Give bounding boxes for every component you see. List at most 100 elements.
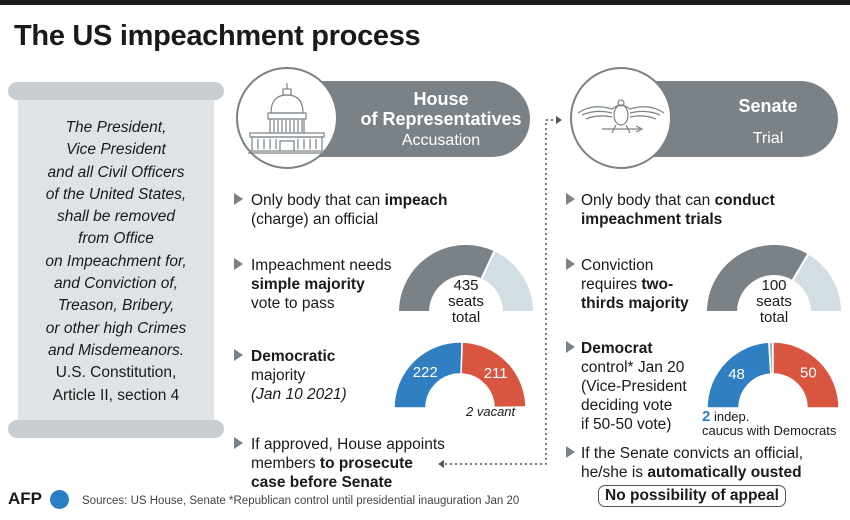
text-bold: conduct xyxy=(714,192,775,209)
senate-twothirds-segment xyxy=(704,243,810,312)
text: Conviction xyxy=(581,257,654,274)
eagle-icon xyxy=(577,99,665,134)
house-subtitle: Accusation xyxy=(401,132,481,149)
senate-republican-segment-label: 50 xyxy=(800,365,817,382)
quote-line: The President, xyxy=(65,119,167,136)
capitol-badge xyxy=(236,67,338,169)
quote-line: from Office xyxy=(78,230,154,248)
text: If the Senate convicts an official, xyxy=(581,445,804,462)
constitution-quote: The President, Vice President and all Ci… xyxy=(18,117,214,407)
text-bold: automatically ousted xyxy=(647,464,802,481)
page-title: The US impeachment process xyxy=(14,20,421,52)
senate-bullet-democrat: Democrat control* Jan 20 (Vice-President… xyxy=(581,339,687,434)
text-bold: impeach xyxy=(384,192,448,209)
bullet-icon xyxy=(566,193,575,205)
indep-text: indep. xyxy=(710,409,750,424)
text: vote to pass xyxy=(251,295,335,312)
top-bar xyxy=(0,0,850,5)
text: members xyxy=(251,455,320,472)
gauge-unit: seats xyxy=(756,293,792,310)
text-bold: case before Senate xyxy=(251,474,393,491)
quote-source: U.S. Constitution, xyxy=(55,364,177,382)
bullet-icon xyxy=(234,193,243,205)
text-italic: (Jan 10 2021) xyxy=(251,386,347,403)
senate-bullet-ousted: If the Senate convicts an official, he/s… xyxy=(581,444,803,482)
text-bold: Democratic xyxy=(251,348,336,365)
gauge-number: 435 xyxy=(453,277,479,294)
house-title-line2: of Representatives xyxy=(360,109,522,129)
afp-logo: AFP xyxy=(8,489,42,508)
quote-line: and all Civil Officers xyxy=(47,163,185,181)
bullet-icon xyxy=(234,437,243,449)
text-bold: two- xyxy=(641,276,674,293)
text: Impeachment needs xyxy=(251,257,392,274)
house-remainder-segment xyxy=(479,249,536,312)
text-bold: simple majority xyxy=(251,276,365,293)
constitution-scroll xyxy=(18,92,214,430)
text-bold: Democrat xyxy=(581,340,653,357)
bullet-icon xyxy=(566,258,575,270)
quote-line: Treason, Bribery, xyxy=(57,297,175,315)
house-vacant-segment xyxy=(493,406,527,408)
gauge-number: 100 xyxy=(761,277,787,294)
quote-line: and Misdemeanors. xyxy=(47,341,185,359)
house-bullet-majority: Impeachment needs simple majority vote t… xyxy=(251,256,391,313)
quote-source: Article II, section 4 xyxy=(52,386,180,404)
text: If approved, House appoints xyxy=(251,436,445,453)
text: control* Jan 20 xyxy=(581,359,685,376)
senate-subtitle: Trial xyxy=(752,130,784,147)
text: Only body that can xyxy=(581,192,715,209)
gauge-unit: total xyxy=(759,309,789,326)
quote-line: on Impeachment for, xyxy=(45,252,187,270)
quote-line: and Conviction of, xyxy=(53,275,179,293)
independent-caucus-note: caucus with Democrats xyxy=(702,423,837,438)
capitol-icon xyxy=(248,83,326,154)
gauge-unit: total xyxy=(451,309,481,326)
scroll-bottom-roll xyxy=(8,420,224,438)
senate-bullet-trials: Only body that can conduct impeachment t… xyxy=(581,191,775,229)
no-appeal-box: No possibility of appeal xyxy=(598,485,786,507)
connector-arrow xyxy=(438,116,562,468)
quote-line: of the United States, xyxy=(45,185,187,203)
senate-title: Senate xyxy=(738,96,798,116)
vacant-note: 2 vacant xyxy=(466,404,516,419)
indep-number: 2 xyxy=(702,408,711,425)
text-bold: impeachment trials xyxy=(581,211,723,228)
text: Only body that can xyxy=(251,192,385,209)
house-bullet-impeach: Only body that can impeach (charge) an o… xyxy=(251,191,447,229)
house-majority-segment xyxy=(396,243,497,312)
house-bullet-democratic: Democratic majority (Jan 10 2021) xyxy=(251,347,347,404)
afp-logo-dot xyxy=(50,490,69,509)
gauge-unit: seats xyxy=(448,293,484,310)
senate-republican-segment xyxy=(772,341,840,408)
eagle-badge xyxy=(570,67,672,169)
senate-bullet-conviction: Conviction requires two- thirds majority xyxy=(581,256,689,313)
bullet-icon xyxy=(566,446,575,458)
quote-line: shall be removed xyxy=(56,208,176,226)
bullet-icon xyxy=(566,341,575,353)
text: (Vice-President xyxy=(581,378,687,395)
text: if 50-50 vote) xyxy=(581,416,672,433)
senate-total-gauge xyxy=(704,243,844,312)
text-bold: to prosecute xyxy=(319,455,413,472)
senate-party-gauge: 48 50 xyxy=(706,341,840,408)
quote-line: or other high Crimes xyxy=(45,319,187,337)
senate-democrat-segment-label: 48 xyxy=(728,366,745,383)
quote-line: Vice President xyxy=(66,141,166,159)
text: requires xyxy=(581,276,642,293)
text: deciding vote xyxy=(581,397,673,414)
senate-remainder-segment xyxy=(790,252,844,312)
scroll-top-roll xyxy=(8,82,224,100)
house-party-gauge: 222 211 xyxy=(393,341,527,408)
bullet-icon xyxy=(234,349,243,361)
text: he/she is xyxy=(581,464,648,481)
house-bullet-prosecute: If approved, House appoints members to p… xyxy=(251,435,445,492)
house-total-gauge xyxy=(396,243,536,312)
house-title: House xyxy=(413,89,469,109)
bullet-icon xyxy=(234,258,243,270)
house-republican-segment-label: 211 xyxy=(484,365,508,382)
house-total-label: 435 seats total xyxy=(436,278,496,326)
text-bold: thirds majority xyxy=(581,295,689,312)
independent-note: 2 indep. xyxy=(702,408,749,425)
house-democrat-segment-label: 222 xyxy=(413,364,438,381)
